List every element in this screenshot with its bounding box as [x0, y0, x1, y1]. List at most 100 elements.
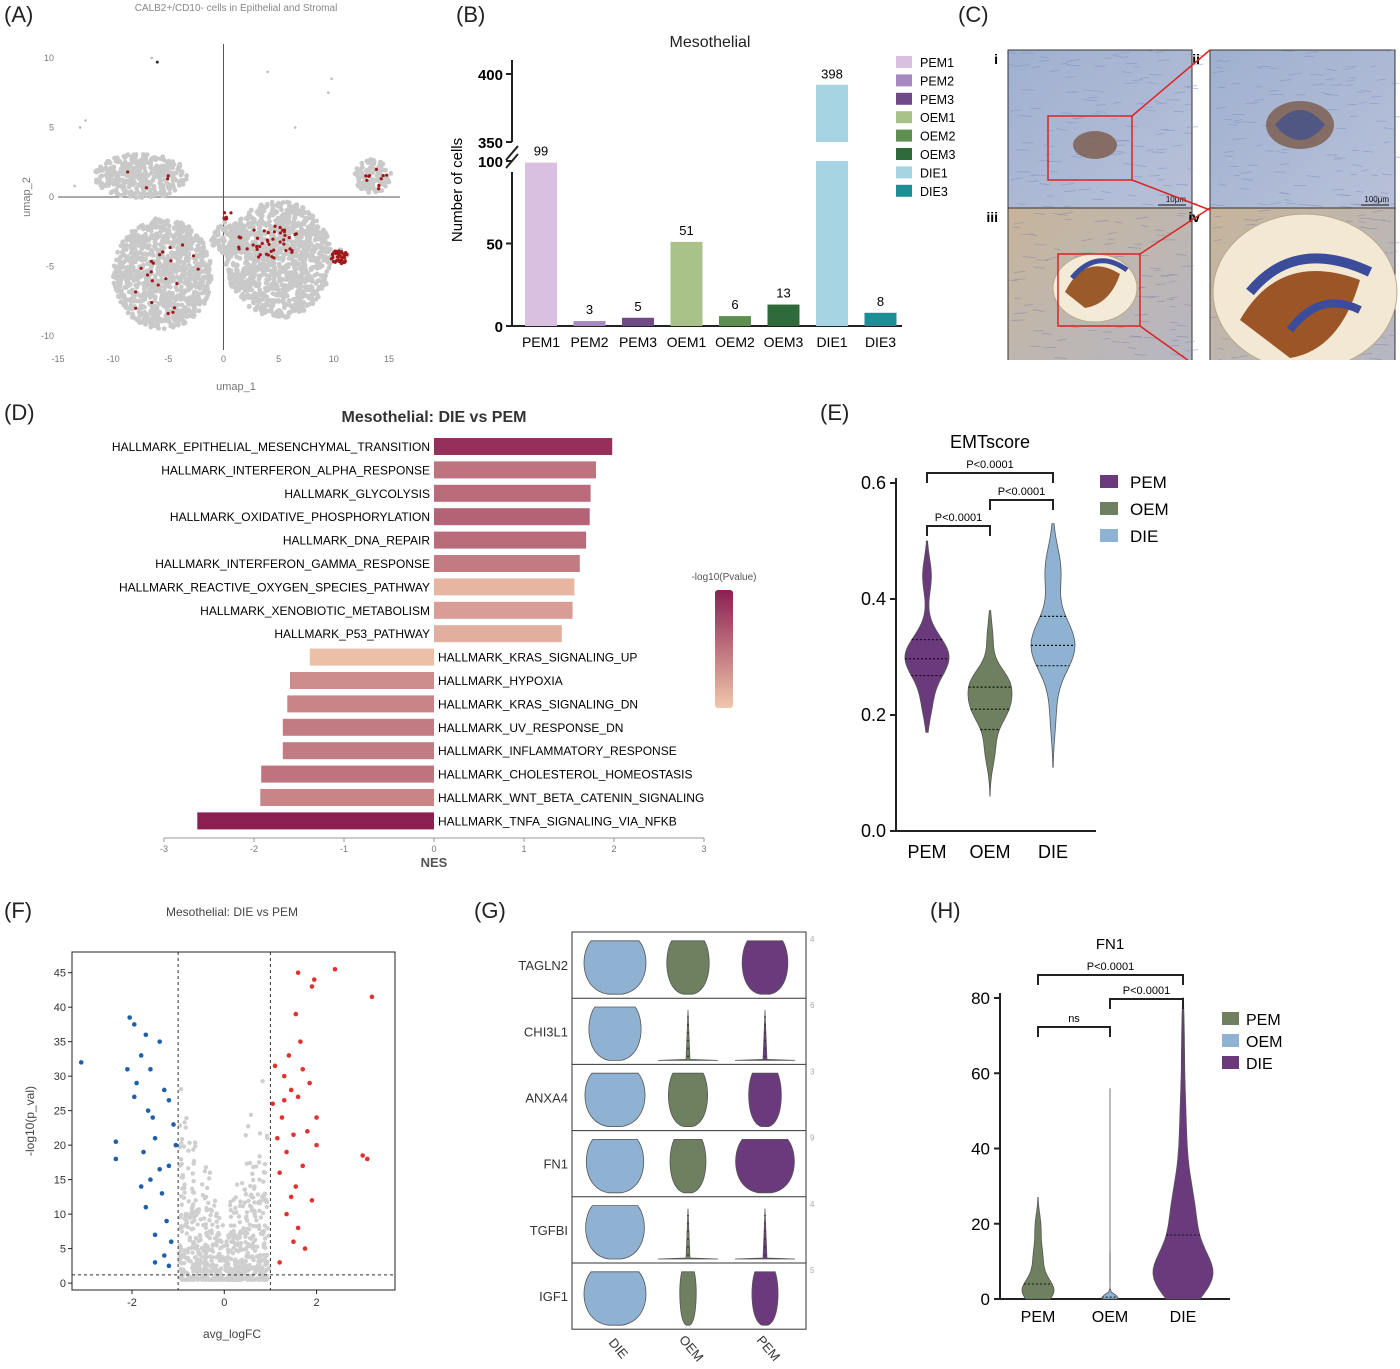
volcano-ns-point [245, 1124, 251, 1129]
gene-violin-pem [734, 1009, 796, 1061]
umap-cell-point [120, 170, 126, 176]
umap-cell-point [128, 296, 134, 302]
umap-cell-point [254, 264, 260, 270]
umap-cell-point [323, 240, 329, 245]
tissue-fiber [1158, 59, 1171, 62]
volcano-ns-point [257, 1269, 262, 1275]
tissue-fiber [1257, 202, 1267, 206]
volcano-down-point [164, 1218, 169, 1224]
umap-cell-point [256, 273, 262, 279]
tissue-fiber [1011, 177, 1024, 180]
fn1-y-tick: 60 [971, 1064, 990, 1083]
umap-cell-point [271, 260, 277, 266]
volcano-ns-point [204, 1185, 210, 1191]
tissue-fiber [1176, 335, 1189, 338]
tissue-fiber [1169, 328, 1177, 331]
umap-cell-point [285, 283, 291, 289]
tissue-fiber [1344, 84, 1354, 86]
tissue-fiber [1279, 79, 1292, 81]
volcano-ns-point [256, 1259, 261, 1264]
volcano-ns-point [197, 1263, 202, 1268]
volcano-ns-point [238, 1199, 243, 1204]
umap-cell-point [284, 242, 290, 248]
umap-cell-point [265, 256, 271, 262]
umap-outlier-point [73, 184, 76, 188]
bar-oem2 [719, 316, 751, 326]
fn1-violin-pem [1021, 1197, 1055, 1300]
umap-highlight-point [172, 306, 177, 310]
umap-cell-point [274, 309, 280, 314]
umap-cell-point [296, 309, 302, 314]
umap-cell-point [186, 307, 192, 312]
umap-cell-point [371, 177, 377, 183]
tissue-fiber [1143, 336, 1158, 339]
tissue-fiber [1184, 103, 1193, 106]
umap-cell-point [272, 244, 278, 250]
bar-category-label: DIE3 [865, 334, 896, 350]
tissue-fiber [1264, 150, 1274, 152]
tissue-fiber [1081, 238, 1093, 242]
umap-cell-point [244, 278, 250, 284]
volcano-ns-point [226, 1255, 232, 1260]
tissue-fiber [1169, 321, 1179, 324]
volcano-ns-point [183, 1277, 189, 1282]
umap-highlight-point [341, 252, 345, 256]
umap-cell-point [143, 321, 148, 327]
umap-cell-point [290, 308, 295, 314]
volcano-y-tick: 25 [54, 1106, 66, 1118]
emt-violin-oem [967, 610, 1013, 797]
umap-cell-point [257, 228, 263, 234]
gene-violin-oem [666, 940, 710, 995]
umap-cell-point [129, 260, 134, 266]
volcano-ns-point [252, 1248, 258, 1253]
umap-y-tick: 0 [49, 192, 54, 202]
gene-violin-oem [679, 1271, 697, 1326]
umap-cell-point [316, 255, 322, 261]
micrograph-i: i 10μm [994, 49, 1204, 211]
umap-cell-point [271, 311, 276, 317]
colorbar [715, 590, 733, 708]
tissue-fiber [1228, 123, 1238, 126]
tissue-fiber [1223, 150, 1234, 153]
umap-cell-point [108, 172, 114, 178]
volcano-ns-point [179, 1229, 185, 1234]
gsea-bar [434, 461, 596, 479]
umap-cell-point [260, 269, 266, 275]
tissue-fiber [1114, 55, 1122, 57]
tissue-fiber [1013, 221, 1025, 225]
umap-cell-point [300, 205, 305, 210]
umap-cell-point [194, 252, 200, 258]
tissue-fiber [1284, 199, 1292, 201]
volcano-ns-point [245, 1244, 250, 1249]
umap-outlier-point [266, 70, 269, 74]
umap-cell-point [171, 316, 176, 322]
umap-cell-point [147, 187, 153, 193]
umap-highlight-point [379, 177, 383, 181]
emt-y-tick: 0.0 [861, 821, 886, 841]
umap-cell-point [310, 230, 316, 236]
tissue-fiber [1350, 173, 1358, 176]
umap-cell-point [186, 224, 192, 230]
zoom-box [1057, 253, 1141, 327]
umap-cell-point [165, 253, 171, 259]
tissue-fiber [1111, 340, 1120, 343]
volcano-ns-point [232, 1223, 237, 1228]
volcano-ns-point [187, 1140, 192, 1146]
umap-highlight-point [166, 177, 170, 181]
umap-cell-point [234, 254, 240, 260]
umap-cell-point [148, 170, 154, 176]
umap-cell-point [236, 274, 241, 280]
tissue-fiber [1049, 171, 1058, 173]
tissue-fiber [1009, 64, 1016, 67]
umap-cell-point [152, 232, 158, 238]
tissue-fiber [1034, 244, 1047, 246]
umap-cell-point [295, 295, 300, 301]
panel-label-c: (C) [958, 2, 989, 27]
umap-cell-point [121, 181, 127, 187]
tissue-fiber [1063, 190, 1077, 193]
volcano-ns-point [208, 1277, 214, 1282]
umap-cell-point [162, 233, 168, 239]
bar-category-label: OEM2 [715, 334, 755, 350]
umap-cell-point [128, 189, 134, 195]
volcano-ns-point [246, 1268, 251, 1273]
